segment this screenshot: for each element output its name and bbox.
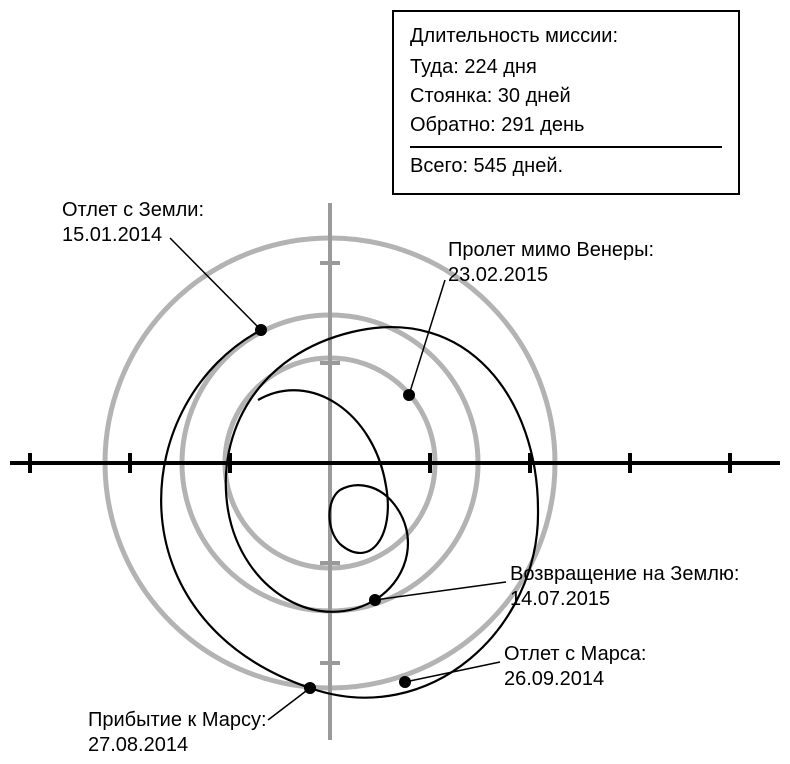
label-departure-mars: Отлет с Марса: 26.09.2014 [504, 642, 647, 692]
label-venus-flyby: Пролет мимо Венеры: 23.02.2015 [448, 238, 654, 288]
leader-return_earth [375, 582, 506, 600]
label-departure-earth-date: 15.01.2014 [62, 223, 204, 248]
label-arrival-mars-title: Прибытие к Марсу: [88, 708, 267, 733]
marker-arrival_mars [304, 682, 316, 694]
mission-duration-line-stay: Стоянка: 30 дней [410, 82, 722, 111]
marker-return_earth [369, 594, 381, 606]
mission-duration-divider [410, 146, 722, 148]
mission-duration-line-return: Обратно: 291 день [410, 111, 722, 140]
label-arrival-mars-date: 27.08.2014 [88, 733, 267, 758]
mission-duration-total: Всего: 545 дней. [410, 152, 722, 181]
marker-departure_mars [399, 676, 411, 688]
label-venus-flyby-date: 23.02.2015 [448, 263, 654, 288]
label-venus-flyby-title: Пролет мимо Венеры: [448, 238, 654, 263]
label-return-earth: Возвращение на Землю: 14.07.2015 [510, 562, 739, 612]
marker-departure_earth [255, 324, 267, 336]
mission-duration-box: Длительность миссии: Туда: 224 дня Стоян… [392, 10, 740, 195]
label-return-earth-title: Возвращение на Землю: [510, 562, 739, 587]
mission-trajectory [161, 327, 538, 698]
diagram-canvas: { "canvas": { "width": 790, "height": 76… [0, 0, 790, 764]
label-departure-mars-title: Отлет с Марса: [504, 642, 647, 667]
label-departure-mars-date: 26.09.2014 [504, 667, 647, 692]
mission-duration-line-outbound: Туда: 224 дня [410, 53, 722, 82]
leader-arrival_mars [268, 688, 310, 720]
marker-venus_flyby [403, 389, 415, 401]
mission-duration-title: Длительность миссии: [410, 22, 722, 51]
label-departure-earth-title: Отлет с Земли: [62, 198, 204, 223]
label-arrival-mars: Прибытие к Марсу: 27.08.2014 [88, 708, 267, 758]
label-return-earth-date: 14.07.2015 [510, 587, 739, 612]
label-departure-earth: Отлет с Земли: 15.01.2014 [62, 198, 204, 248]
leader-venus_flyby [409, 280, 445, 395]
